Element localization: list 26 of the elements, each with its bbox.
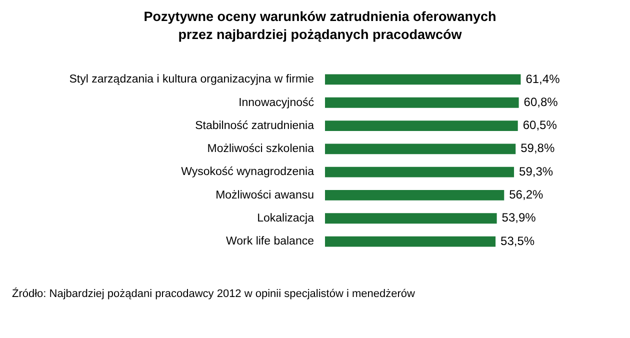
data-label: 59,8%: [520, 141, 555, 156]
y-tick-label: Stabilność zatrudnienia: [195, 120, 315, 132]
bar: [325, 213, 497, 224]
bar: [325, 120, 518, 131]
bar: [325, 236, 496, 247]
data-label: 53,9%: [502, 210, 536, 225]
y-tick-label: Innowacyjność: [238, 96, 314, 109]
bar: [325, 190, 504, 200]
data-label: 61,4%: [526, 72, 560, 86]
y-tick-label: Lokalizacja: [257, 212, 315, 225]
chart-title: Pozytywne oceny warunków zatrudnienia oferowanych przez najbardziej pożądanych pracodawców: [142, 8, 498, 44]
data-label: 60,5%: [522, 118, 558, 132]
bar: [325, 144, 516, 154]
data-label: 53,5%: [500, 234, 535, 248]
y-tick-label: Możliwości szkolenia: [207, 143, 315, 156]
y-tick-label: Work life balance: [226, 236, 314, 248]
data-label: 59,3%: [519, 164, 554, 178]
y-tick-label: Wysokość wynagrodzenia: [181, 166, 315, 178]
data-label: 56,2%: [509, 188, 544, 202]
y-tick-label: Styl zarządzania i kultura organizacyjna w firmie: [69, 74, 314, 86]
bar: [325, 166, 514, 178]
bar: [325, 97, 519, 108]
bar: [325, 74, 521, 85]
data-label: 60,8%: [524, 94, 558, 109]
text: Źródło: Najbardziej pożądani pracodawcy 2012 w opinii specjalistów i menedżerów: [12, 288, 415, 300]
y-tick-label: Możliwości awansu: [216, 189, 314, 202]
